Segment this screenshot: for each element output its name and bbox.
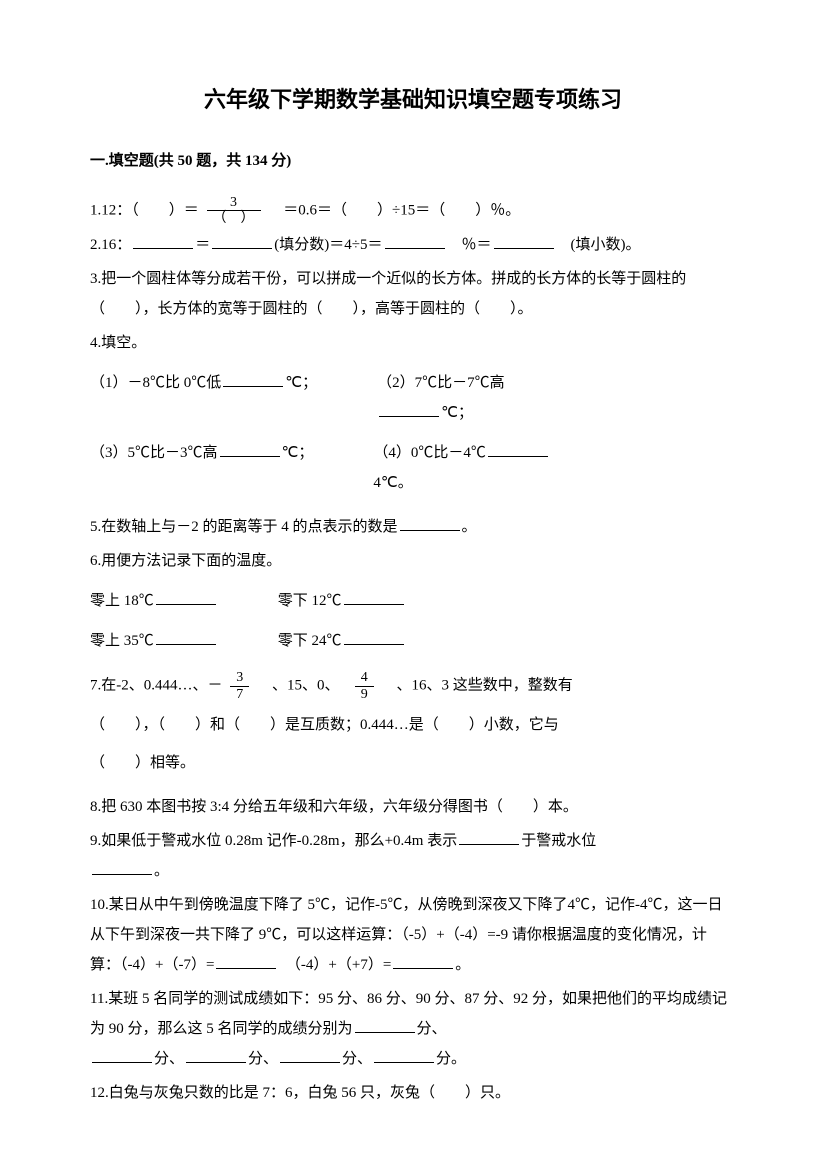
q10-line2: （-4）+（+7）= — [278, 957, 391, 973]
blank — [393, 954, 453, 969]
blank — [216, 954, 276, 969]
question-1: 1.12：（ ）＝ 3 （ ） ＝0.6＝（ ）÷15＝（ ）％。 — [90, 195, 736, 227]
question-12: 12.白兔与灰兔只数的比是 7：6，白兔 56 只，灰兔（ ）只。 — [90, 1078, 736, 1108]
question-2: 2.16： ＝ (填分数)＝4÷5＝ ％＝ (填小数)。 — [90, 230, 736, 260]
blank — [156, 630, 216, 645]
blank — [459, 830, 519, 845]
page-title: 六年级下学期数学基础知识填空题专项练习 — [90, 80, 736, 120]
question-10: 10.某日从中午到傍晚温度下降了 5℃，记作-5℃，从傍晚到深夜又下降了4℃，记… — [90, 890, 736, 980]
q4-item2: （2）7℃比－7℃高℃； — [377, 368, 505, 428]
question-3: 3.把一个圆柱体等分成若干份，可以拼成一个近似的长方体。拼成的长方体的长等于圆柱… — [90, 264, 736, 324]
blank — [186, 1048, 246, 1063]
blank — [223, 372, 283, 387]
question-6: 6.用便方法记录下面的温度。 零上 18℃ 零下 12℃ 零上 35℃ 零下 2… — [90, 546, 736, 656]
q6-row1a: 零上 18℃ — [90, 586, 218, 616]
q7-mid1: 、15、0、 — [257, 678, 347, 694]
question-9: 9.如果低于警戒水位 0.28m 记作-0.28m，那么+0.4m 表示 于警戒水… — [90, 826, 736, 886]
blank — [92, 860, 152, 875]
q1-fraction: 3 （ ） — [207, 195, 261, 227]
q7-line3: （ ）相等。 — [90, 748, 736, 778]
blank — [374, 1048, 434, 1063]
blank — [488, 442, 548, 457]
blank — [379, 402, 439, 417]
q6-title: 6.用便方法记录下面的温度。 — [90, 546, 736, 576]
q6-row1b: 零下 12℃ — [278, 586, 406, 616]
blank — [344, 630, 404, 645]
q7-frac2: 4 9 — [355, 670, 374, 702]
q4-item1: （1）－8℃比 0℃低℃； — [90, 368, 317, 428]
q5-suffix: 。 — [462, 519, 477, 535]
q4-title: 4.填空。 — [90, 328, 736, 358]
q1-suffix: ＝0.6＝（ ）÷15＝（ ）％。 — [268, 202, 520, 218]
question-8: 8.把 630 本图书按 3:4 分给五年级和六年级，六年级分得图书（ ）本。 — [90, 792, 736, 822]
q4-item4: （4）0℃比－4℃4℃。 — [373, 438, 550, 498]
blank — [280, 1048, 340, 1063]
q9-mid: 于警戒水位 — [521, 833, 596, 849]
q1-frac-den: （ ） — [207, 211, 261, 226]
question-5: 5.在数轴上与－2 的距离等于 4 的点表示的数是 。 — [90, 512, 736, 542]
q10-suffix: 。 — [455, 957, 470, 973]
question-4: 4.填空。 （1）－8℃比 0℃低℃； （2）7℃比－7℃高℃； （3）5℃比－… — [90, 328, 736, 498]
blank — [92, 1048, 152, 1063]
q4-item3: （3）5℃比－3℃高℃； — [90, 438, 313, 498]
q2-mid1: ＝ — [195, 237, 210, 253]
question-11: 11.某班 5 名同学的测试成绩如下：95 分、86 分、90 分、87 分、9… — [90, 984, 736, 1074]
question-7: 7.在-2、0.444…、－ 3 7 、15、0、 4 9 、16、3 这些数中… — [90, 670, 736, 778]
q6-row2b: 零下 24℃ — [278, 626, 406, 656]
blank — [344, 590, 404, 605]
q7-prefix: 7.在-2、0.444…、－ — [90, 678, 223, 694]
q9-prefix: 9.如果低于警戒水位 0.28m 记作-0.28m，那么+0.4m 表示 — [90, 833, 457, 849]
blank — [212, 234, 272, 249]
q7-line2: （ ），（ ）和（ ）是互质数；0.444…是（ ）小数，它与 — [90, 710, 736, 740]
blank — [385, 234, 445, 249]
q2-prefix: 2.16： — [90, 237, 131, 253]
blank — [494, 234, 554, 249]
blank — [156, 590, 216, 605]
blank — [355, 1018, 415, 1033]
q9-suffix: 。 — [154, 863, 169, 879]
blank — [220, 442, 280, 457]
q5-prefix: 5.在数轴上与－2 的距离等于 4 的点表示的数是 — [90, 519, 398, 535]
q7-frac1: 3 7 — [230, 670, 249, 702]
q2-suffix: (填小数)。 — [556, 237, 641, 253]
q1-prefix: 1.12：（ ）＝ — [90, 202, 199, 218]
q1-frac-num: 3 — [207, 195, 261, 211]
q2-mid3: ％＝ — [447, 237, 492, 253]
q6-row2a: 零上 35℃ — [90, 626, 218, 656]
blank — [400, 516, 460, 531]
q7-mid2: 、16、3 这些数中，整数有 — [382, 678, 573, 694]
q2-mid2: (填分数)＝4÷5＝ — [274, 237, 382, 253]
section-header: 一.填空题(共 50 题，共 134 分) — [90, 148, 736, 175]
blank — [133, 234, 193, 249]
